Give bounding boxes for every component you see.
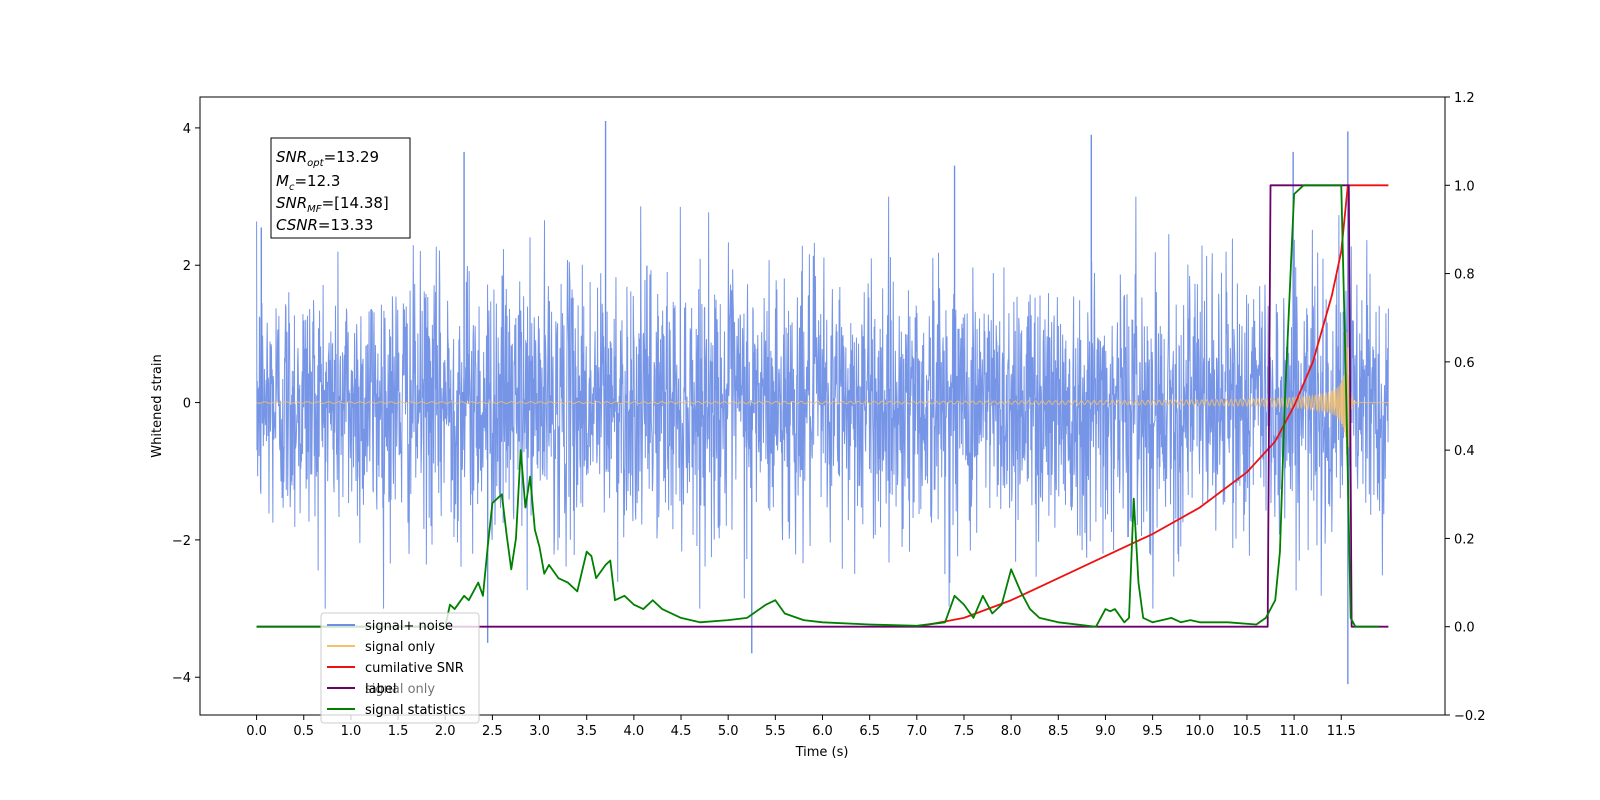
legend-label-signal-statistics: signal statistics <box>365 703 466 718</box>
annotation-box: SNRopt=13.29 Mc=12.3 SNRMF=[14.38] CSNR=… <box>270 137 411 239</box>
y-tick-label: 4 <box>183 122 191 137</box>
y-tick-label: −2 <box>172 534 191 549</box>
x-tick-label: 4.0 <box>624 724 645 739</box>
x-tick-label: 3.5 <box>576 724 597 739</box>
x-tick-label: 1.0 <box>341 724 362 739</box>
x-tick-label: 8.5 <box>1048 724 1069 739</box>
legend-label-cumulative-snr: cumilative SNR <box>365 661 464 676</box>
series-signal-statistics <box>256 184 1379 628</box>
x-tick-label: 0.5 <box>293 724 314 739</box>
x-tick-label: 5.5 <box>765 724 786 739</box>
y-tick-label: 2 <box>183 259 191 274</box>
y2-tick-label: 0.0 <box>1454 621 1475 636</box>
x-tick-label: 5.0 <box>718 724 739 739</box>
series-signal-only <box>256 331 1389 468</box>
x-tick-label: 10.0 <box>1185 724 1214 739</box>
x-tick-label: 10.5 <box>1232 724 1261 739</box>
annotation-csnr: CSNR=13.33 <box>276 216 373 234</box>
y2-tick-label: 0.4 <box>1454 444 1475 459</box>
x-tick-label: 9.5 <box>1142 724 1163 739</box>
annotation-snr-opt: SNRopt=13.29 <box>276 148 379 169</box>
legend-label-signal-noise: signal+ noise <box>365 619 453 634</box>
y2-tick-label: 0.8 <box>1454 268 1475 283</box>
x-tick-label: 11.5 <box>1327 724 1356 739</box>
x-tick-label: 2.5 <box>482 724 503 739</box>
y-axis-label: Whitened strain <box>150 354 165 457</box>
x-tick-label: 4.5 <box>671 724 692 739</box>
legend-ghost-signal-statistics: signal statistics <box>365 703 466 718</box>
x-tick-label: 11.0 <box>1280 724 1309 739</box>
x-tick-label: 1.5 <box>388 724 409 739</box>
legend-label-label: label <box>365 682 396 697</box>
x-tick-label: 7.0 <box>906 724 927 739</box>
annotation-snr-mf: SNRMF=[14.38] <box>276 194 389 215</box>
y2-tick-label: 1.0 <box>1454 179 1475 194</box>
y-tick-label: −4 <box>172 671 191 686</box>
legend-frame <box>320 612 480 724</box>
legend: signal+ noise signal only cumilative SNR… <box>320 612 480 724</box>
series-cumulative-snr <box>916 184 1389 628</box>
x-tick-label: 2.0 <box>435 724 456 739</box>
legend-ghost-signal-only: signal only <box>365 682 435 697</box>
x-tick-label: 6.0 <box>812 724 833 739</box>
y2-tick-label: −0.2 <box>1454 709 1486 724</box>
y2-tick-label: 1.2 <box>1454 91 1475 106</box>
y2-tick-label: 0.6 <box>1454 356 1475 371</box>
x-tick-label: 7.5 <box>954 724 975 739</box>
x-tick-label: 8.0 <box>1001 724 1022 739</box>
legend-label-signal-only: signal only <box>365 640 435 655</box>
x-axis-label: Time (s) <box>795 745 849 760</box>
x-tick-label: 6.5 <box>859 724 880 739</box>
x-tick-label: 0.0 <box>246 724 267 739</box>
series-signal-noise <box>256 196 1389 609</box>
annotation-mc: Mc=12.3 <box>276 172 340 193</box>
y2-tick-label: 0.2 <box>1454 532 1475 547</box>
x-tick-label: 9.0 <box>1095 724 1116 739</box>
x-tick-label: 3.0 <box>529 724 550 739</box>
y-tick-label: 0 <box>183 397 191 412</box>
